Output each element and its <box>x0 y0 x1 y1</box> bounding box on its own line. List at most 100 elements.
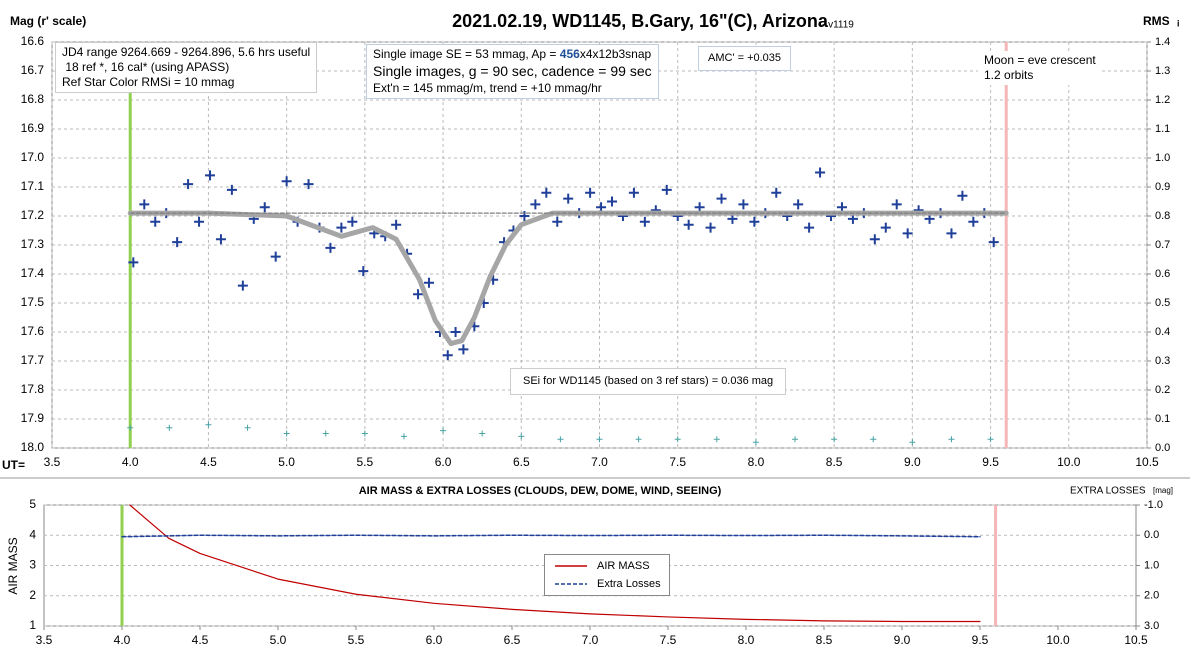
y-tick-label: 17.3 <box>21 237 45 251</box>
x-tick-label: 9.0 <box>894 633 911 647</box>
data-point <box>283 430 290 437</box>
data-point <box>716 193 727 204</box>
data-point <box>128 257 139 268</box>
data-point <box>957 190 968 201</box>
legend: AIR MASS Extra Losses <box>544 554 670 596</box>
x-axis-label: UT= <box>2 458 25 472</box>
annotation: AMC' = +0.035 <box>698 46 792 71</box>
data-point <box>423 277 434 288</box>
x-tick-label: 9.5 <box>972 633 989 647</box>
y2-tick-label: 0.2 <box>1155 384 1170 396</box>
data-point <box>127 424 134 431</box>
x-tick-label: 3.5 <box>36 633 53 647</box>
data-point <box>358 266 369 277</box>
y-tick-label: 2 <box>29 588 36 602</box>
annotation-line: JD4 range 9264.669 - 9264.896, 5.6 hrs u… <box>62 45 311 59</box>
data-point <box>793 199 804 210</box>
y-tick-label: 17.9 <box>21 411 45 425</box>
data-point <box>792 436 799 443</box>
annotation-line: 1.2 orbits <box>984 68 1034 82</box>
y2-tick-label: 3.0 <box>1144 620 1159 632</box>
y2-tick-label: 0.9 <box>1155 181 1170 193</box>
data-point <box>139 199 150 210</box>
data-point <box>440 427 447 434</box>
legend-swatch <box>555 583 587 585</box>
data-point <box>815 167 826 178</box>
x-tick-label: 6.0 <box>426 633 443 647</box>
data-point <box>541 187 552 198</box>
data-point <box>347 216 358 227</box>
x-tick-label: 7.0 <box>582 633 599 647</box>
x-tick-label: 10.5 <box>1124 633 1148 647</box>
y-tick-label: 5 <box>29 497 36 511</box>
data-point <box>585 187 596 198</box>
y-tick-label: 16.7 <box>21 63 45 77</box>
x-tick-label: 10.0 <box>1057 455 1081 469</box>
x-tick-label: 4.5 <box>200 455 217 469</box>
data-point <box>244 424 251 431</box>
data-point <box>563 193 574 204</box>
annotation-line: 18 ref *, 16 cal* (using APASS) <box>62 60 230 74</box>
y-tick-label: 4 <box>29 527 36 541</box>
y-tick-label: 17.4 <box>21 266 45 280</box>
data-point <box>172 237 183 248</box>
data-point <box>749 216 760 227</box>
y-tick-label: 16.6 <box>21 34 45 48</box>
x-tick-label: 4.5 <box>192 633 209 647</box>
y2-axis-label-unit: [mag] <box>1153 486 1173 495</box>
annotation-text: Single image SE = 53 mmag, Ap = <box>373 47 560 61</box>
x-tick-label: 5.5 <box>348 633 365 647</box>
legend-entry: Extra Losses <box>553 575 661 593</box>
y2-tick-label: 1.1 <box>1155 123 1170 135</box>
legend-entry: AIR MASS <box>553 557 661 575</box>
annotation-text: x4x12b3snap <box>579 47 652 61</box>
data-point <box>270 251 281 262</box>
annotation-line: Moon = eve crescent <box>984 53 1096 67</box>
data-point <box>683 219 694 230</box>
data-point <box>804 222 815 233</box>
data-point <box>442 350 453 361</box>
data-point <box>183 179 194 190</box>
x-tick-label: 4.0 <box>122 455 139 469</box>
y2-tick-label: 0.7 <box>1155 239 1170 251</box>
x-tick-label: 8.0 <box>738 633 755 647</box>
x-tick-label: 6.5 <box>513 455 530 469</box>
data-point <box>552 216 563 227</box>
chart-title: AIR MASS & EXTRA LOSSES (CLOUDS, DEW, DO… <box>359 485 722 497</box>
annotation: JD4 range 9264.669 - 9264.896, 5.6 hrs u… <box>55 42 318 93</box>
annotation-line: Ext'n = 145 mmag/m, trend = +10 mmag/hr <box>373 81 602 95</box>
data-point <box>607 196 618 207</box>
data-point <box>948 436 955 443</box>
y2-tick-label: 1.3 <box>1155 65 1170 77</box>
data-line <box>129 504 981 623</box>
data-point <box>557 436 564 443</box>
y2-tick-label: 0.0 <box>1144 529 1159 541</box>
y2-tick-label: 2.0 <box>1144 590 1159 602</box>
data-point <box>705 222 716 233</box>
chart-subtitle: - v1119 <box>822 20 854 31</box>
data-point <box>259 202 270 213</box>
x-tick-label: 6.5 <box>504 633 521 647</box>
y2-axis-label: RMS <box>1143 14 1170 28</box>
data-point <box>738 199 749 210</box>
x-tick-label: 5.0 <box>278 455 295 469</box>
y-tick-label: 17.7 <box>21 353 45 367</box>
data-point <box>391 219 402 230</box>
data-point <box>988 237 999 248</box>
annotation-highlight: 456 <box>559 47 580 61</box>
y-tick-label: 17.8 <box>21 382 45 396</box>
data-line <box>121 534 981 538</box>
data-point <box>400 433 407 440</box>
data-point <box>215 234 226 245</box>
x-tick-label: 10.0 <box>1046 633 1070 647</box>
y2-tick-label: 0.0 <box>1155 442 1170 454</box>
y2-tick-label: 0.6 <box>1155 268 1170 280</box>
x-tick-label: 9.0 <box>904 455 921 469</box>
data-point <box>771 187 782 198</box>
data-point <box>205 421 212 428</box>
y2-tick-label: 0.8 <box>1155 210 1170 222</box>
data-point <box>902 228 913 239</box>
y-tick-label: 17.1 <box>21 179 45 193</box>
y2-axis-label: EXTRA LOSSES <box>1070 486 1146 497</box>
